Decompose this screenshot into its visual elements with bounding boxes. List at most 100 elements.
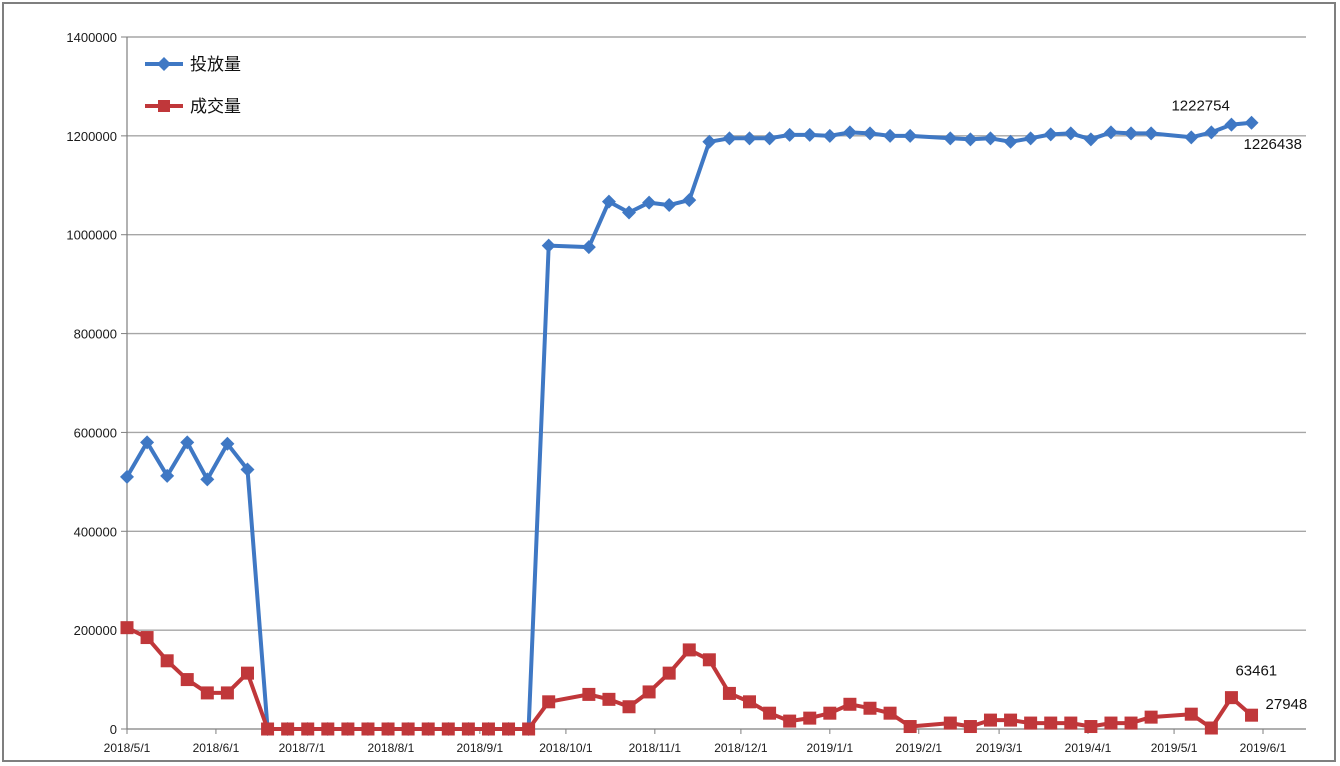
x-tick-label: 2018/8/1: [368, 741, 415, 755]
data-label: 27948: [1266, 696, 1308, 713]
data-point: [622, 205, 637, 220]
data-point: [823, 706, 837, 720]
x-tick-label: 2019/1/1: [806, 741, 853, 755]
data-point: [743, 695, 757, 709]
data-point: [481, 722, 495, 736]
data-point: [140, 631, 154, 645]
data-point: [461, 722, 475, 736]
legend-label: 投放量: [190, 55, 241, 75]
data-point: [542, 695, 556, 709]
y-tick-label: 1200000: [66, 129, 117, 144]
data-point: [803, 711, 817, 725]
data-point: [1224, 117, 1239, 132]
data-point: [702, 653, 716, 667]
data-point: [682, 643, 696, 657]
data-point: [763, 706, 777, 720]
data-point: [883, 706, 897, 720]
data-point: [1204, 125, 1219, 140]
data-point: [1063, 126, 1078, 141]
x-tick-label: 2019/5/1: [1151, 741, 1198, 755]
data-label: 1226438: [1244, 136, 1302, 153]
series-1: [120, 115, 1259, 736]
data-point: [662, 666, 676, 680]
x-tick-label: 2018/12/1: [714, 741, 768, 755]
data-point: [120, 469, 134, 484]
data-label: 63461: [1235, 663, 1277, 680]
data-point: [983, 713, 997, 727]
data-point: [140, 435, 155, 450]
data-point: [1104, 716, 1118, 730]
data-point: [381, 722, 395, 736]
data-point: [1043, 127, 1058, 142]
data-point: [863, 701, 877, 715]
data-point: [963, 132, 978, 147]
data-point: [903, 128, 918, 143]
legend-item: 成交量: [145, 97, 241, 117]
data-point: [1245, 708, 1259, 722]
data-point: [622, 700, 636, 714]
data-point: [200, 686, 214, 700]
data-point: [160, 654, 174, 668]
data-point: [120, 621, 134, 635]
data-point: [642, 685, 656, 699]
data-point: [943, 716, 957, 730]
legend-item: 投放量: [145, 55, 241, 75]
data-point: [1124, 716, 1138, 730]
data-point: [722, 686, 736, 700]
legend-label: 成交量: [190, 97, 241, 117]
data-point: [842, 125, 857, 140]
data-point: [261, 722, 275, 736]
x-tick-labels: 2018/5/1 2018/6/1 2018/7/1 2018/8/1 2018/9/1…: [104, 729, 1287, 755]
data-point: [1103, 125, 1118, 140]
series-2: [120, 621, 1259, 736]
x-tick-label: 2019/3/1: [976, 741, 1023, 755]
x-tick-label: 2019/4/1: [1065, 741, 1112, 755]
data-point: [1003, 134, 1018, 149]
data-point: [401, 722, 415, 736]
data-point: [240, 666, 254, 680]
data-point: [742, 131, 757, 146]
x-tick-label: 2018/5/1: [104, 741, 151, 755]
series-line: [125, 120, 1252, 731]
data-point: [782, 127, 797, 142]
data-point: [702, 134, 717, 149]
data-point: [421, 722, 435, 736]
data-point: [1184, 130, 1199, 145]
x-tick-label: 2019/2/1: [895, 741, 942, 755]
data-point: [240, 462, 255, 477]
data-point: [1064, 716, 1078, 730]
data-point: [682, 193, 697, 208]
data-point: [1084, 720, 1098, 734]
data-point: [883, 128, 898, 143]
data-point: [843, 697, 857, 711]
y-tick-label: 1400000: [66, 30, 117, 45]
data-point: [1184, 707, 1198, 721]
data-point: [1244, 115, 1259, 130]
x-tick-label: 2019/6/1: [1240, 741, 1287, 755]
legend-marker: [157, 57, 171, 71]
x-tick-label: 2018/7/1: [279, 741, 326, 755]
data-point: [601, 194, 616, 209]
data-point: [1083, 132, 1098, 147]
data-point: [180, 435, 195, 450]
x-tick-label: 2018/10/1: [539, 741, 593, 755]
data-point: [983, 131, 998, 146]
data-point: [722, 131, 737, 146]
data-point: [200, 472, 215, 487]
data-point: [1004, 713, 1018, 727]
data-point: [943, 131, 958, 146]
data-point: [762, 131, 777, 146]
x-tick-label: 2018/6/1: [193, 741, 240, 755]
data-point: [541, 238, 556, 253]
data-point: [1144, 126, 1159, 141]
y-tick-label: 200000: [74, 623, 117, 638]
data-point: [281, 722, 295, 736]
data-point: [321, 722, 335, 736]
y-tick-labels: 0 200000 400000 600000 800000 1000000 1200000 1…: [66, 30, 117, 737]
data-point: [441, 722, 455, 736]
data-point: [160, 468, 175, 483]
data-point: [582, 687, 596, 701]
data-point: [963, 720, 977, 734]
data-point: [662, 198, 677, 213]
